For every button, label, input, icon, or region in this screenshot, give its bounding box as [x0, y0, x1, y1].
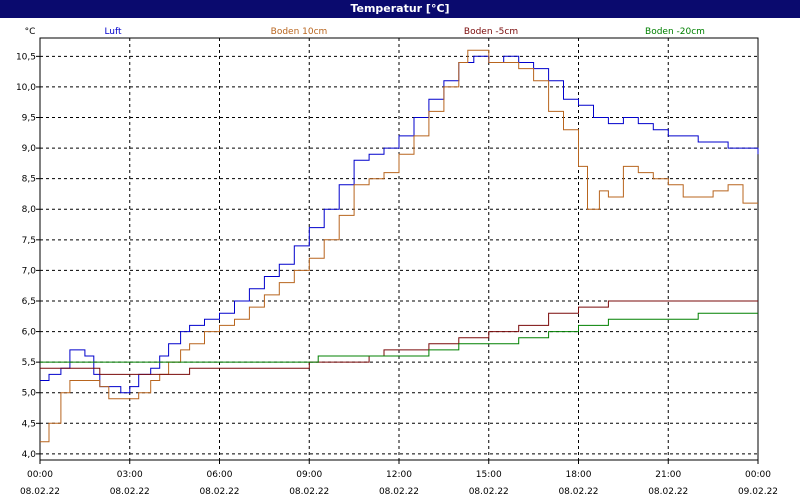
y-tick-label: 4,5: [22, 419, 36, 429]
x-tick-label-time: 00:00: [745, 470, 771, 480]
x-tick-label-date: 08.02.22: [469, 487, 509, 497]
legend-entry: Luft: [104, 27, 122, 37]
y-tick-label: 5,5: [22, 358, 36, 368]
x-tick-label-time: 18:00: [566, 470, 592, 480]
chart-title: Temperatur [°C]: [0, 0, 800, 18]
y-tick-label: 9,5: [22, 114, 36, 124]
plot-border: [39, 37, 759, 461]
y-axis-unit-label: °C: [25, 27, 36, 37]
y-tick-label: 8,5: [22, 175, 36, 185]
x-tick-label-date: 08.02.22: [558, 487, 598, 497]
x-tick-label-date: 08.02.22: [110, 487, 150, 497]
y-tick-label: 9,0: [22, 144, 37, 154]
x-tick-label-time: 03:00: [117, 470, 143, 480]
x-tick-label-date: 08.02.22: [648, 487, 688, 497]
x-tick-label-time: 09:00: [296, 470, 322, 480]
series-line: [40, 55, 759, 394]
y-tick-label: 7,0: [22, 266, 37, 276]
series-line: [40, 312, 758, 363]
x-tick-label-time: 21:00: [655, 470, 681, 480]
legend-entry: Boden 10cm: [271, 27, 328, 37]
x-tick-label-date: 08.02.22: [379, 487, 419, 497]
x-tick-label-time: 06:00: [207, 470, 233, 480]
y-tick-label: 7,5: [22, 236, 36, 246]
x-tick-label-date: 09.02.22: [738, 487, 778, 497]
x-tick-label-date: 08.02.22: [199, 487, 239, 497]
series-line: [40, 300, 758, 375]
x-tick-label-date: 08.02.22: [289, 487, 329, 497]
temperature-chart: 4,0 4,5 5,0 5,5 6,0 6,5 7,0 7,5 8,0 8,5 9,0 9,5 10,0…: [16, 27, 778, 497]
y-tick-label: 6,0: [22, 328, 37, 338]
x-tick-label-time: 00:00: [27, 470, 53, 480]
series-line: [40, 49, 758, 443]
y-tick-label: 8,0: [22, 205, 37, 215]
legend-entry: Boden -5cm: [464, 27, 518, 37]
x-tick-label-time: 15:00: [476, 470, 502, 480]
y-tick-label: 5,0: [22, 389, 37, 399]
y-tick-label: 6,5: [22, 297, 36, 307]
y-tick-label: 10,5: [16, 52, 36, 62]
x-tick-label-time: 12:00: [386, 470, 412, 480]
legend-entry: Boden -20cm: [645, 27, 705, 37]
y-tick-label: 10,0: [16, 83, 36, 93]
x-tick-label-date: 08.02.22: [20, 487, 60, 497]
y-tick-label: 4,0: [22, 450, 37, 460]
